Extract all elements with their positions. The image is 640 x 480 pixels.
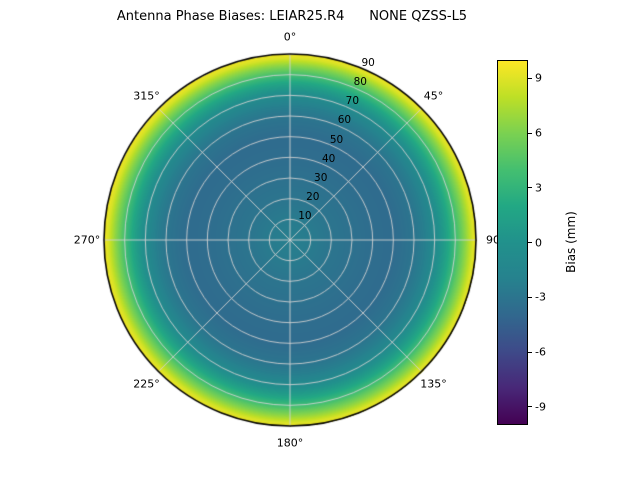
colorbar-axis-label: Bias (mm) bbox=[564, 211, 578, 273]
colorbar-tick-mark bbox=[528, 77, 532, 79]
theta-tick-label: 135° bbox=[420, 377, 447, 391]
colorbar-tick-label: 3 bbox=[535, 181, 542, 195]
colorbar-tick-label: 6 bbox=[535, 126, 542, 140]
colorbar-tick-mark bbox=[528, 242, 532, 243]
theta-tick-label: 45° bbox=[423, 89, 444, 103]
colorbar-tick-label: -9 bbox=[535, 400, 546, 414]
theta-tick-label: 315° bbox=[133, 89, 160, 103]
radial-tick-label: 10 bbox=[298, 209, 312, 222]
radial-tick-label: 90 bbox=[361, 57, 375, 70]
theta-tick-label: 180° bbox=[276, 436, 304, 450]
theta-tick-label: 225° bbox=[133, 377, 160, 391]
colorbar bbox=[497, 60, 528, 425]
theta-tick-label: 0° bbox=[283, 30, 297, 44]
colorbar-tick-mark bbox=[528, 406, 532, 408]
colorbar-tick-mark bbox=[528, 296, 532, 298]
radial-tick-label: 40 bbox=[321, 152, 336, 165]
radial-tick-label: 60 bbox=[337, 114, 352, 127]
colorbar-tick-mark bbox=[528, 132, 532, 134]
colorbar-tick-label: 0 bbox=[535, 236, 542, 249]
radial-tick-label: 80 bbox=[353, 76, 367, 89]
radial-tick-label: 30 bbox=[314, 171, 328, 184]
chart-title: Antenna Phase Biases: LEIAR25.R4 NONE QZ… bbox=[116, 9, 468, 24]
colorbar-tick-mark bbox=[528, 187, 532, 189]
theta-tick-label: 270° bbox=[73, 233, 101, 247]
colorbar-tick-label: 9 bbox=[535, 71, 542, 85]
radial-tick-label: 50 bbox=[329, 133, 344, 146]
colorbar-tick-label: -3 bbox=[535, 290, 546, 304]
radial-tick-label: 20 bbox=[306, 190, 320, 203]
colorbar-tick-mark bbox=[528, 351, 532, 353]
radial-tick-label: 70 bbox=[345, 95, 360, 108]
colorbar-tick-label: -6 bbox=[535, 345, 546, 359]
theta-tick-label: 90 bbox=[486, 233, 500, 247]
